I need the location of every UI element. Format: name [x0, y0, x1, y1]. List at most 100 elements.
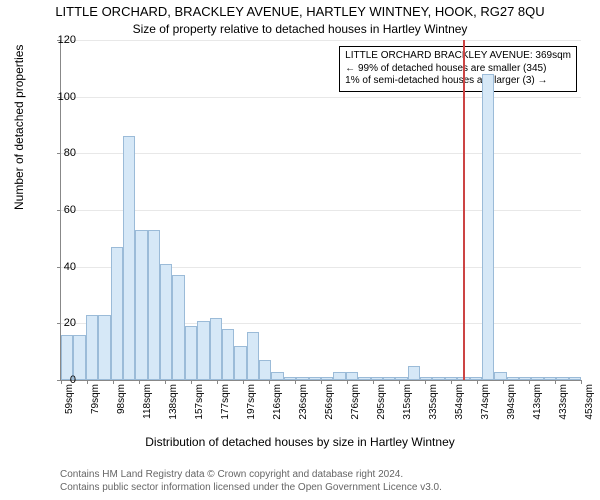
plot-area: LITTLE ORCHARD BRACKLEY AVENUE: 369sqm ←…: [60, 40, 581, 381]
xtick-label: 413sqm: [532, 384, 543, 420]
histogram-bar: [494, 372, 506, 381]
histogram-bar: [296, 377, 308, 380]
y-axis-label: Number of detached properties: [12, 45, 26, 210]
ytick-label: 40: [46, 261, 76, 273]
xtick-label: 394sqm: [506, 384, 517, 420]
xtick-mark: [581, 380, 582, 384]
xtick-mark: [347, 380, 348, 384]
histogram-bar: [346, 372, 358, 381]
histogram-bar: [556, 377, 568, 380]
xtick-mark: [87, 380, 88, 384]
histogram-bar: [234, 346, 246, 380]
histogram-bar: [160, 264, 172, 380]
histogram-bar: [185, 326, 197, 380]
xtick-label: 433sqm: [558, 384, 569, 420]
histogram-bar: [309, 377, 321, 380]
info-line-1: LITTLE ORCHARD BRACKLEY AVENUE: 369sqm: [345, 50, 571, 63]
histogram-bar: [482, 74, 494, 380]
gridline-h: [61, 40, 581, 41]
xtick-mark: [451, 380, 452, 384]
xtick-mark: [425, 380, 426, 384]
xtick-mark: [529, 380, 530, 384]
histogram-bar: [222, 329, 234, 380]
xtick-label: 236sqm: [298, 384, 309, 420]
info-line-2: ← 99% of detached houses are smaller (34…: [345, 63, 571, 76]
xtick-mark: [165, 380, 166, 384]
histogram-bar: [569, 377, 581, 380]
xtick-mark: [191, 380, 192, 384]
xtick-label: 118sqm: [142, 384, 153, 419]
xtick-label: 453sqm: [584, 384, 595, 420]
histogram-bar: [86, 315, 98, 380]
histogram-bar: [321, 377, 333, 380]
marker-info-box: LITTLE ORCHARD BRACKLEY AVENUE: 369sqm ←…: [339, 46, 577, 92]
xtick-mark: [555, 380, 556, 384]
histogram-bar: [271, 372, 283, 381]
histogram-bar: [531, 377, 543, 380]
ytick-label: 0: [46, 374, 76, 386]
histogram-bar: [358, 377, 370, 380]
xtick-mark: [113, 380, 114, 384]
xtick-label: 157sqm: [194, 384, 205, 420]
xtick-mark: [399, 380, 400, 384]
histogram-bar: [98, 315, 110, 380]
histogram-bar: [420, 377, 432, 380]
info-line-3: 1% of semi-detached houses are larger (3…: [345, 75, 571, 88]
footer-line-1: Contains HM Land Registry data © Crown c…: [60, 469, 442, 482]
xtick-mark: [321, 380, 322, 384]
histogram-bar: [470, 377, 482, 380]
histogram-bar: [507, 377, 519, 380]
xtick-label: 98sqm: [116, 384, 127, 414]
histogram-bar: [123, 136, 135, 380]
x-axis-label: Distribution of detached houses by size …: [0, 435, 600, 449]
histogram-bar: [148, 230, 160, 380]
histogram-bar: [247, 332, 259, 380]
xtick-label: 295sqm: [376, 384, 387, 420]
xtick-mark: [217, 380, 218, 384]
histogram-bar: [432, 377, 444, 380]
xtick-mark: [373, 380, 374, 384]
ytick-label: 60: [46, 204, 76, 216]
xtick-mark: [477, 380, 478, 384]
gridline-h: [61, 153, 581, 154]
xtick-mark: [295, 380, 296, 384]
gridline-h: [61, 97, 581, 98]
chart-subtitle: Size of property relative to detached ho…: [0, 22, 600, 36]
xtick-label: 276sqm: [350, 384, 361, 420]
histogram-bar: [197, 321, 209, 381]
histogram-bar: [172, 275, 184, 380]
xtick-label: 59sqm: [64, 384, 75, 414]
xtick-label: 79sqm: [90, 384, 101, 414]
histogram-bar: [383, 377, 395, 380]
ytick-label: 100: [46, 91, 76, 103]
xtick-label: 374sqm: [480, 384, 491, 420]
histogram-bar: [135, 230, 147, 380]
marker-line: [463, 40, 465, 380]
xtick-label: 197sqm: [246, 384, 257, 420]
xtick-label: 315sqm: [402, 384, 413, 420]
histogram-bar: [395, 377, 407, 380]
xtick-mark: [243, 380, 244, 384]
xtick-mark: [139, 380, 140, 384]
xtick-label: 138sqm: [168, 384, 179, 420]
histogram-bar: [210, 318, 222, 380]
xtick-label: 335sqm: [428, 384, 439, 420]
histogram-bar: [111, 247, 123, 380]
histogram-bar: [408, 366, 420, 380]
xtick-label: 177sqm: [220, 384, 231, 420]
histogram-bar: [333, 372, 345, 381]
ytick-label: 80: [46, 147, 76, 159]
chart-container: LITTLE ORCHARD, BRACKLEY AVENUE, HARTLEY…: [0, 0, 600, 500]
ytick-label: 20: [46, 317, 76, 329]
xtick-mark: [269, 380, 270, 384]
chart-title-address: LITTLE ORCHARD, BRACKLEY AVENUE, HARTLEY…: [0, 4, 600, 19]
gridline-h: [61, 210, 581, 211]
xtick-label: 256sqm: [324, 384, 335, 420]
histogram-bar: [259, 360, 271, 380]
ytick-label: 120: [46, 34, 76, 46]
footer-line-2: Contains public sector information licen…: [60, 482, 442, 495]
xtick-mark: [503, 380, 504, 384]
footer-attribution: Contains HM Land Registry data © Crown c…: [60, 469, 442, 494]
xtick-label: 354sqm: [454, 384, 465, 420]
xtick-label: 216sqm: [272, 384, 283, 420]
